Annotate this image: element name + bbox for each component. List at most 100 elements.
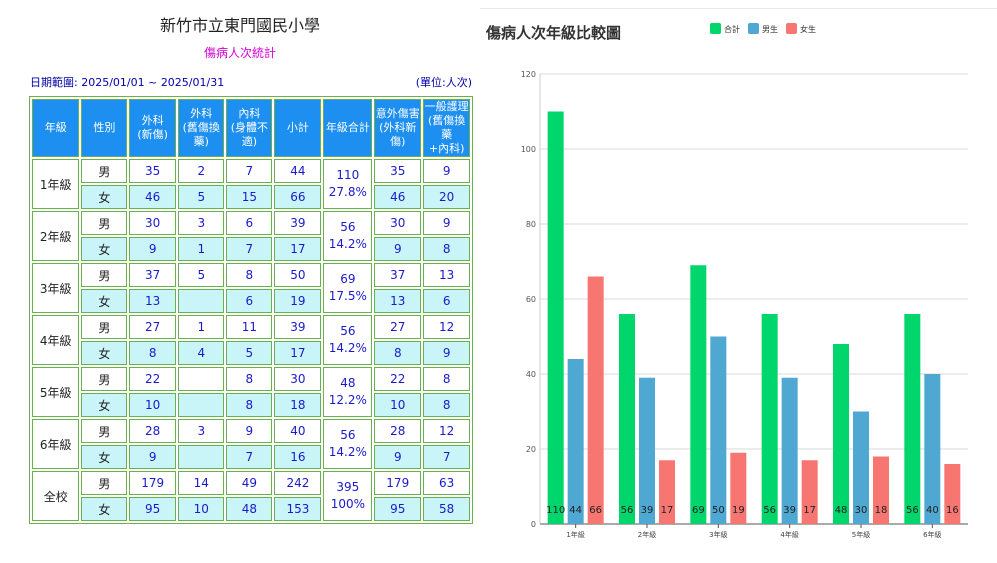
bar xyxy=(690,265,707,524)
value-cell: 9 xyxy=(374,237,422,261)
value-cell: 6 xyxy=(226,211,273,235)
table-row: 女 10 8 18 10 8 xyxy=(32,393,470,417)
table-row: 6年級男 28 3 9 40 56 14.2% 28 12 xyxy=(32,419,470,469)
value-cell: 5 xyxy=(178,263,225,287)
grade-cell: 5年級 xyxy=(32,367,80,417)
value-cell: 39 xyxy=(274,315,322,339)
bar xyxy=(904,314,921,524)
value-cell xyxy=(178,393,225,417)
legend-swatch xyxy=(710,23,721,34)
header-cell: 性別 xyxy=(81,99,128,157)
value-cell: 3 xyxy=(178,211,225,235)
header-cell: 一般護理 (舊傷換藥 +內科) xyxy=(423,99,470,157)
value-cell: 49 xyxy=(226,471,273,495)
value-cell: 8 xyxy=(129,341,177,365)
x-tick-label: 6年級 xyxy=(923,530,941,539)
value-cell: 13 xyxy=(423,263,470,287)
grade-total-value: 110 xyxy=(336,168,360,182)
value-cell: 8 xyxy=(226,393,273,417)
date-range: 日期範圍: 2025/01/01 ~ 2025/01/31 xyxy=(30,76,225,89)
bar-value-label: 56 xyxy=(621,505,634,516)
y-tick-label: 40 xyxy=(526,370,536,379)
value-cell xyxy=(178,445,225,469)
grade-total-percent: 27.8% xyxy=(328,185,367,199)
value-cell: 4 xyxy=(178,341,225,365)
report-subtitle: 傷病人次統計 xyxy=(203,46,276,60)
value-cell: 7 xyxy=(423,445,470,469)
value-cell: 18 xyxy=(274,393,322,417)
bar-value-label: 50 xyxy=(712,505,725,516)
grade-total-percent: 14.2% xyxy=(328,237,367,251)
value-cell: 35 xyxy=(374,159,422,183)
value-cell: 10 xyxy=(374,393,422,417)
table-row: 女 95 10 48 153 95 58 xyxy=(32,497,470,521)
value-cell: 242 xyxy=(274,471,322,495)
sex-cell: 男 xyxy=(81,419,128,443)
sex-cell: 男 xyxy=(81,211,128,235)
x-tick-label: 5年級 xyxy=(852,530,870,539)
table-row: 2年級男 30 3 6 39 56 14.2% 30 9 xyxy=(32,211,470,261)
table-row: 女 46 5 15 66 46 20 xyxy=(32,185,470,209)
header-text: 小計 xyxy=(286,121,309,134)
school-name: 新竹市立東門國民小學 xyxy=(159,16,320,35)
header-cell: 年級合計 xyxy=(323,99,373,157)
chart-top-divider xyxy=(480,8,997,9)
sex-cell: 男 xyxy=(81,263,128,287)
value-cell: 8 xyxy=(374,341,422,365)
value-cell: 12 xyxy=(423,419,470,443)
bar-value-label: 69 xyxy=(692,505,705,516)
y-tick-label: 80 xyxy=(526,220,536,229)
value-cell: 37 xyxy=(129,263,177,287)
bar xyxy=(873,456,889,524)
y-tick-label: 100 xyxy=(521,145,536,154)
header-cell: 內科 (身體不適) xyxy=(226,99,273,157)
value-cell: 9 xyxy=(423,211,470,235)
value-cell: 28 xyxy=(374,419,422,443)
unit-label: (單位:人次) xyxy=(415,76,472,89)
value-cell: 9 xyxy=(129,237,177,261)
legend-swatch xyxy=(748,23,759,34)
bar-value-label: 39 xyxy=(641,505,654,516)
grade-total-cell: 56 14.2% xyxy=(323,315,373,365)
x-tick-label: 1年級 xyxy=(566,530,584,539)
bar xyxy=(659,460,675,524)
bar-value-label: 56 xyxy=(763,505,776,516)
value-cell: 12 xyxy=(423,315,470,339)
value-cell: 9 xyxy=(423,341,470,365)
value-cell: 30 xyxy=(129,211,177,235)
sex-cell: 女 xyxy=(81,289,128,313)
grade-cell: 4年級 xyxy=(32,315,80,365)
value-cell: 95 xyxy=(129,497,177,521)
y-tick-label: 0 xyxy=(531,520,536,529)
legend-swatch xyxy=(786,23,797,34)
value-cell: 63 xyxy=(423,471,470,495)
bar xyxy=(944,464,961,524)
bar-value-label: 30 xyxy=(855,505,868,516)
sex-cell: 女 xyxy=(81,445,128,469)
bar-value-label: 56 xyxy=(906,505,919,516)
value-cell: 39 xyxy=(274,211,322,235)
bar-value-label: 39 xyxy=(783,505,796,516)
value-cell: 17 xyxy=(274,237,322,261)
sex-cell: 女 xyxy=(81,341,128,365)
value-cell: 17 xyxy=(274,341,322,365)
value-cell: 48 xyxy=(226,497,273,521)
grade-total-value: 69 xyxy=(340,272,356,286)
value-cell: 1 xyxy=(178,315,225,339)
bar xyxy=(781,377,798,524)
grade-total-value: 56 xyxy=(340,428,356,442)
bar-chart: 傷病人次年級比較圖 合計 男生 女生 0 20 40 60 80 100 120 110 44 66 1年級… xyxy=(485,23,968,539)
value-cell: 10 xyxy=(178,497,225,521)
grade-cell: 全校 xyxy=(32,471,80,521)
header-text: 外科 xyxy=(141,114,164,127)
bar-value-label: 66 xyxy=(589,505,602,516)
table-row: 全校男 179 14 49 242 395 100% 179 63 xyxy=(32,471,470,521)
table-row: 女 9 7 16 9 7 xyxy=(32,445,470,469)
grade-total-cell: 56 14.2% xyxy=(323,419,373,469)
sex-cell: 男 xyxy=(81,471,128,495)
value-cell: 95 xyxy=(374,497,422,521)
grade-total-cell: 56 14.2% xyxy=(323,211,373,261)
value-cell: 30 xyxy=(374,211,422,235)
value-cell: 9 xyxy=(129,445,177,469)
value-cell: 19 xyxy=(274,289,322,313)
